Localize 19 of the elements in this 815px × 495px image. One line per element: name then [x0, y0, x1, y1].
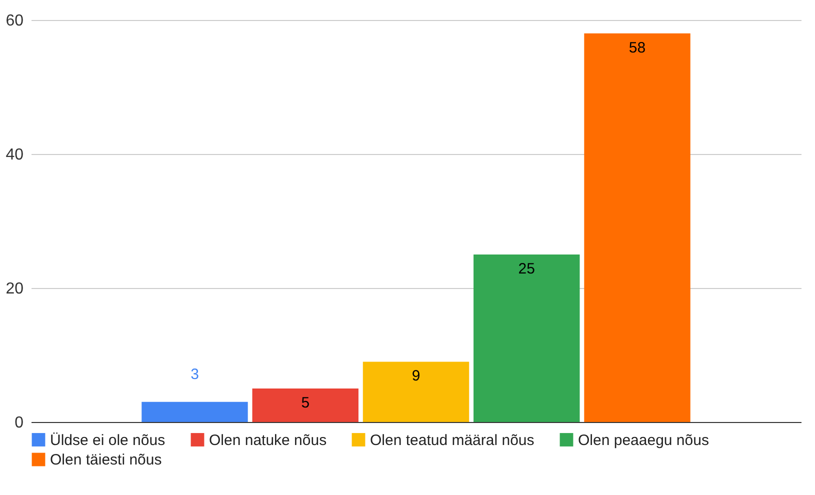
legend-label: Üldse ei ole nõus — [50, 432, 166, 449]
data-label: 58 — [628, 39, 646, 56]
legend-label: Olen natuke nõus — [209, 432, 327, 449]
y-tick-label: 0 — [14, 414, 24, 432]
data-label: 9 — [412, 368, 420, 385]
bar — [362, 362, 470, 422]
y-tick-label: 20 — [6, 280, 24, 298]
bar — [252, 388, 358, 422]
y-tick-label: 60 — [6, 12, 24, 30]
data-label: 5 — [301, 394, 310, 412]
data-label: 25 — [518, 260, 535, 278]
bar — [142, 402, 248, 422]
legend-label: Olen täiesti nõus — [50, 452, 162, 468]
bar — [584, 33, 690, 422]
y-tick-label: 40 — [6, 146, 24, 164]
data-label: 3 — [190, 366, 199, 383]
legend-label: Olen peaaegu nõus — [578, 432, 709, 449]
legend-label: Olen teatud määral nõus — [370, 432, 534, 449]
bar — [474, 254, 580, 422]
